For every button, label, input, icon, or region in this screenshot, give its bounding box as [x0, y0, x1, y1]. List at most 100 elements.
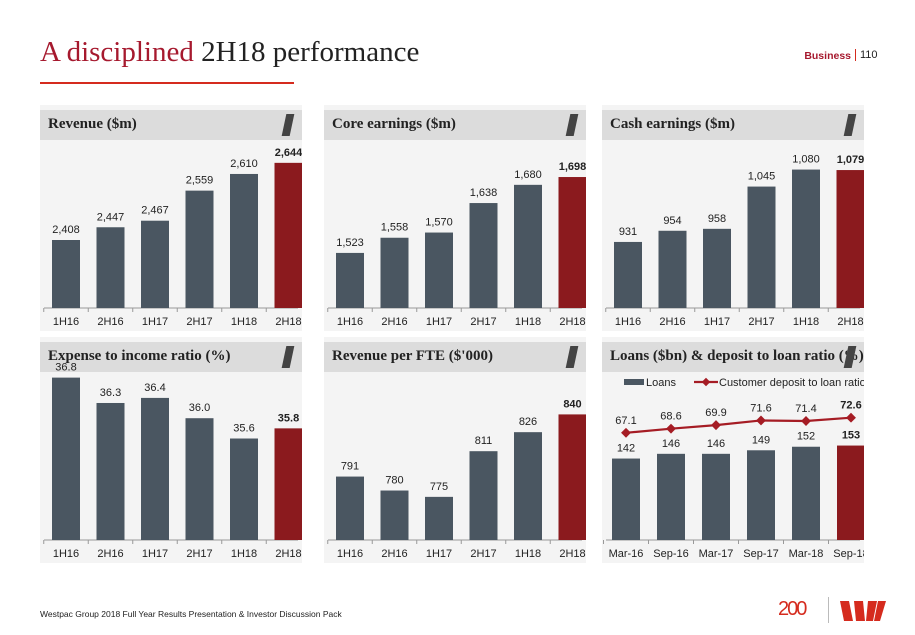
x-tick-label: 2H18: [837, 316, 863, 328]
panel-header: Expense to income ratio (%): [40, 342, 302, 372]
bar: [380, 490, 409, 540]
panel-header: Revenue ($m): [40, 110, 302, 140]
data-label: 2,467: [141, 205, 169, 217]
data-label: 1,558: [381, 222, 409, 234]
bar: [96, 227, 125, 308]
bar: [425, 232, 453, 308]
x-tick-label: 1H17: [426, 548, 452, 560]
panel-header: Loans ($bn) & deposit to loan ratio (%): [602, 342, 864, 372]
data-label: 780: [385, 475, 403, 487]
legend-swatch-loans: [624, 379, 644, 385]
bar: [614, 241, 642, 308]
x-tick-label: 2H18: [559, 548, 585, 560]
x-tick-label: 1H16: [615, 316, 641, 328]
x-tick-label: Mar-16: [609, 548, 644, 560]
x-tick-label: Mar-17: [699, 548, 734, 560]
data-label: 2,408: [52, 224, 80, 236]
data-label: 1,523: [336, 237, 364, 249]
logo-200: 200: [778, 598, 807, 620]
data-label: 36.4: [144, 382, 165, 394]
bar: [836, 170, 864, 308]
line-data-label: 68.6: [660, 411, 681, 423]
data-label: 840: [563, 398, 581, 410]
data-label: 791: [341, 461, 359, 473]
title-rest: 2H18 performance: [201, 36, 420, 68]
data-label: 958: [708, 213, 726, 225]
data-label: 146: [707, 438, 725, 450]
legend-label: Customer deposit to loan ratio: [719, 377, 864, 389]
line-marker: [801, 416, 811, 426]
chart-svg: 36.8 1H16 36.3 2H16 36.4 1H17 36.0 2H17 35.6 1H18…: [43, 362, 302, 560]
chart-svg: 791 1H16 780 2H16 775 1H17 811 2H17 826 1H18 840 2H…: [327, 398, 586, 560]
data-label: 1,680: [514, 169, 542, 181]
chart-panel: Loans ($bn) & deposit to loan ratio (%) 1…: [602, 337, 864, 563]
line-data-label: 71.4: [795, 403, 816, 415]
x-tick-label: 2H17: [748, 316, 774, 328]
data-label: 153: [842, 430, 860, 442]
bar: [747, 186, 776, 308]
data-label: 2,644: [275, 147, 302, 159]
x-tick-label: 1H17: [142, 316, 168, 328]
bar: [558, 414, 586, 540]
data-label: 35.6: [233, 423, 254, 435]
chart-title: Revenue per FTE ($'000): [332, 348, 493, 364]
data-label: 142: [617, 443, 635, 455]
x-tick-label: 2H16: [97, 316, 123, 328]
bar: [380, 237, 409, 308]
line-marker: [756, 415, 766, 426]
data-label: 1,079: [837, 154, 864, 166]
chart-panel: Cash earnings ($m) 931 1H16 954 2H16 958 1H17 1…: [602, 105, 864, 331]
legend-label: Loans: [646, 377, 676, 389]
x-tick-label: Sep-17: [743, 548, 778, 560]
line-data-label: 71.6: [750, 402, 771, 414]
bar: [52, 240, 80, 308]
legend-marker: [701, 377, 711, 387]
chart-title: Expense to income ratio (%): [48, 348, 231, 364]
line-data-label: 69.9: [705, 407, 726, 419]
logo-divider: [828, 597, 829, 623]
x-tick-label: Sep-16: [653, 548, 688, 560]
title-underline: [40, 82, 294, 84]
chart-title: Loans ($bn) & deposit to loan ratio (%): [610, 348, 864, 364]
ratio-line: [625, 416, 852, 434]
x-tick-label: 1H18: [231, 316, 257, 328]
chart-title: Cash earnings ($m): [610, 116, 736, 132]
chart-panel: Expense to income ratio (%) 36.8 1H16 36.3 2…: [40, 337, 302, 563]
x-tick-label: 1H17: [426, 316, 452, 328]
line-marker: [846, 412, 856, 423]
line-marker: [711, 420, 721, 431]
x-tick-label: 1H16: [53, 548, 79, 560]
panel-header: Revenue per FTE ($'000): [324, 342, 586, 372]
chart-svg: 142 Mar-16 146 Sep-16 146 Mar-17 149 Sep-17 152 M…: [603, 377, 864, 560]
x-tick-label: 2H17: [186, 316, 212, 328]
title-accent: A disciplined: [40, 36, 194, 68]
x-tick-label: 2H16: [659, 316, 685, 328]
data-label: 35.8: [278, 412, 299, 424]
bar: [792, 169, 820, 308]
bar: [141, 220, 169, 308]
data-label: 36.8: [55, 362, 76, 374]
chart-svg: 1,523 1H16 1,558 2H16 1,570 1H17 1,638 2H17 1,68…: [327, 161, 586, 328]
bar: [747, 450, 775, 540]
line-data-label: 67.1: [615, 415, 636, 427]
x-tick-label: 1H18: [231, 548, 257, 560]
bar: [141, 397, 169, 540]
bar: [514, 432, 542, 540]
data-label: 931: [619, 226, 637, 238]
data-label: 954: [663, 215, 681, 227]
x-tick-label: Mar-18: [789, 548, 824, 560]
x-tick-label: 1H18: [515, 316, 541, 328]
data-label: 2,559: [186, 175, 214, 187]
bar: [792, 446, 820, 540]
x-tick-label: 2H18: [559, 316, 585, 328]
bar: [657, 453, 685, 540]
data-label: 1,638: [470, 187, 498, 199]
x-tick-label: 1H16: [337, 548, 363, 560]
data-label: 1,045: [748, 171, 776, 183]
bar: [469, 451, 498, 540]
x-tick-label: 1H18: [793, 316, 819, 328]
bar: [230, 173, 258, 308]
bar: [185, 190, 214, 308]
page-title: A disciplined 2H18 performance: [40, 36, 419, 69]
data-label: 2,610: [230, 158, 258, 170]
